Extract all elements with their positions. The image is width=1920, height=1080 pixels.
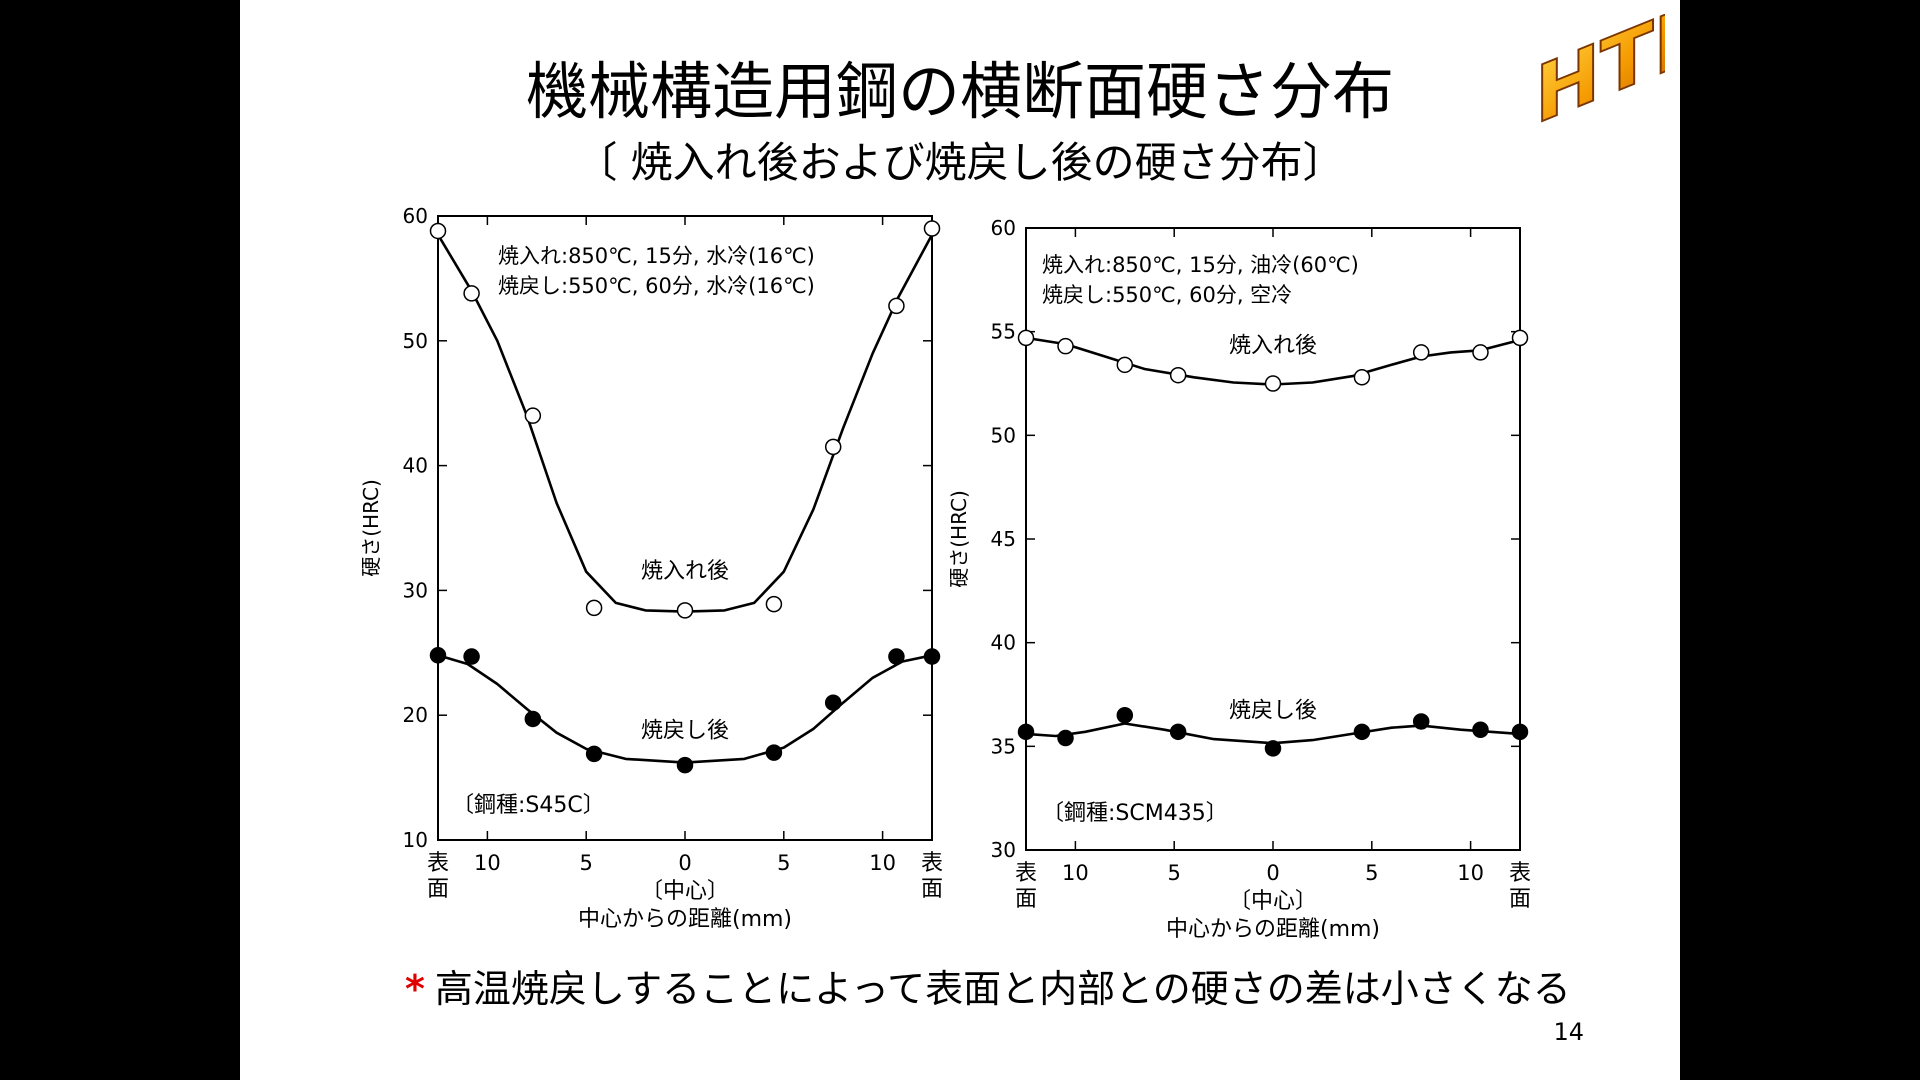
plot-frame <box>1025 227 1521 851</box>
condition-text: 焼入れ:850℃, 15分, 油冷(60℃) <box>1042 253 1359 277</box>
data-point <box>1353 369 1371 386</box>
plot-frame <box>437 215 933 841</box>
x-center-label: 〔中心〕 <box>1229 889 1317 914</box>
series-label: 焼入れ後 <box>1229 333 1317 358</box>
red-asterisk-icon: * <box>405 967 425 1011</box>
x-tick-label: 5 <box>777 851 790 875</box>
y-tick-label: 30 <box>403 578 428 602</box>
slide-subtitle: 〔 焼入れ後および焼戻し後の硬さ分布〕 <box>575 138 1345 187</box>
slide: 機械構造用鋼の横断面硬さ分布 〔 焼入れ後および焼戻し後の硬さ分布〕 HTH 1… <box>240 0 1680 1080</box>
page-number: 14 <box>1553 1018 1584 1046</box>
data-point <box>463 285 480 302</box>
data-point <box>1017 329 1035 347</box>
x-tick-label: 10 <box>1457 861 1484 885</box>
hth-logo: HTH <box>1534 14 1665 139</box>
data-point <box>524 710 542 728</box>
y-axis-label: 硬さ(HRC) <box>947 490 971 588</box>
x-tick-label: 5 <box>580 851 593 875</box>
conclusion-text: 高温焼戻しすることによって表面と内部との硬さの差は小さくなる <box>434 967 1571 1011</box>
y-tick-label: 60 <box>991 216 1016 240</box>
condition-text: 焼戻し:550℃, 60分, 水冷(16℃) <box>498 274 815 298</box>
x-edge-label-surface: 表 <box>1015 861 1037 886</box>
x-edge-label-surface: 面 <box>427 877 449 902</box>
x-edge-label-surface: 表 <box>1509 861 1531 886</box>
series-label: 焼戻し後 <box>641 719 729 744</box>
series-label: 焼入れ後 <box>641 559 729 584</box>
data-point <box>1472 344 1489 361</box>
y-tick-label: 35 <box>991 734 1016 758</box>
data-point <box>1169 723 1187 741</box>
x-edge-label-surface: 面 <box>1015 887 1037 912</box>
x-tick-label: 5 <box>1168 861 1181 885</box>
y-tick-label: 50 <box>991 423 1016 447</box>
data-point <box>765 595 783 613</box>
data-point <box>1057 337 1074 355</box>
data-point <box>1353 723 1371 741</box>
series-line <box>1025 722 1521 745</box>
data-point <box>1017 723 1035 741</box>
data-point <box>585 745 603 763</box>
x-center-label: 〔中心〕 <box>641 879 729 904</box>
data-point <box>1057 729 1074 747</box>
y-tick-label: 60 <box>403 204 428 228</box>
data-point <box>765 744 783 761</box>
data-point <box>524 407 542 424</box>
steel-grade-label: 〔鋼種:S45C〕 <box>452 793 605 818</box>
y-axis-label: 硬さ(HRC) <box>359 479 383 577</box>
data-point <box>1511 329 1529 347</box>
y-tick-label: 20 <box>403 703 428 727</box>
x-tick-label: 0 <box>1266 861 1279 885</box>
series-line <box>1025 336 1521 386</box>
x-edge-label-surface: 表 <box>921 851 943 876</box>
x-tick-label: 10 <box>474 851 501 875</box>
data-point <box>429 647 447 664</box>
data-point <box>824 438 842 456</box>
x-tick-label: 0 <box>678 851 691 875</box>
data-point <box>824 694 842 711</box>
data-point <box>888 297 905 315</box>
steel-grade-label: 〔鋼種:SCM435〕 <box>1042 801 1228 826</box>
data-point <box>923 648 941 665</box>
data-point <box>1472 721 1489 738</box>
series-label: 焼戻し後 <box>1229 698 1317 723</box>
data-point <box>1511 723 1529 741</box>
data-point <box>585 599 603 617</box>
x-tick-label: 10 <box>869 851 896 875</box>
series-line <box>437 654 933 764</box>
data-point <box>1264 740 1282 757</box>
x-axis-label: 中心からの距離(mm) <box>1166 917 1380 942</box>
data-point <box>676 602 694 619</box>
y-tick-label: 45 <box>991 527 1016 551</box>
y-tick-label: 40 <box>991 631 1016 655</box>
data-point <box>1116 706 1134 724</box>
y-tick-label: 40 <box>403 454 428 478</box>
conclusion-note: * 高温焼戻しすることによって表面と内部との硬さの差は小さくなる <box>405 958 1571 1013</box>
y-tick-label: 55 <box>991 320 1016 344</box>
x-edge-label-surface: 表 <box>427 851 449 876</box>
data-point <box>429 222 447 240</box>
y-tick-label: 30 <box>991 838 1016 862</box>
data-point <box>888 648 905 665</box>
condition-text: 焼戻し:550℃, 60分, 空冷 <box>1042 283 1292 307</box>
x-tick-label: 10 <box>1062 861 1089 885</box>
condition-text: 焼入れ:850℃, 15分, 水冷(16℃) <box>498 244 815 268</box>
x-axis-label: 中心からの距離(mm) <box>578 907 792 932</box>
data-point <box>1116 356 1134 374</box>
data-point <box>1412 344 1430 361</box>
data-point <box>1169 366 1187 384</box>
data-point <box>923 220 941 237</box>
y-tick-label: 50 <box>403 329 428 353</box>
data-point <box>676 756 694 774</box>
x-edge-label-surface: 面 <box>1509 887 1531 912</box>
data-point <box>463 648 480 665</box>
y-tick-label: 10 <box>403 828 428 852</box>
data-point <box>1264 375 1282 392</box>
x-tick-label: 5 <box>1365 861 1378 885</box>
x-edge-label-surface: 面 <box>921 877 943 902</box>
data-point <box>1412 713 1430 730</box>
slide-title: 機械構造用鋼の横断面硬さ分布 <box>525 55 1394 128</box>
